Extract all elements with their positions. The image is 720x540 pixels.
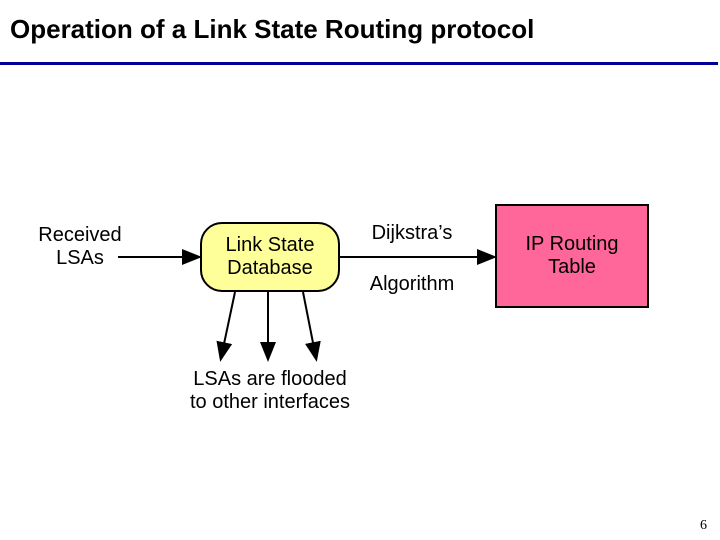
arrow-flood-3	[303, 292, 316, 358]
connector-arrows	[0, 0, 720, 540]
arrow-flood-1	[221, 292, 235, 358]
page-number: 6	[700, 518, 707, 534]
